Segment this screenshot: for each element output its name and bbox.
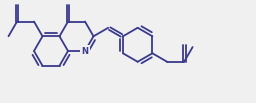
Text: N: N — [81, 46, 89, 56]
